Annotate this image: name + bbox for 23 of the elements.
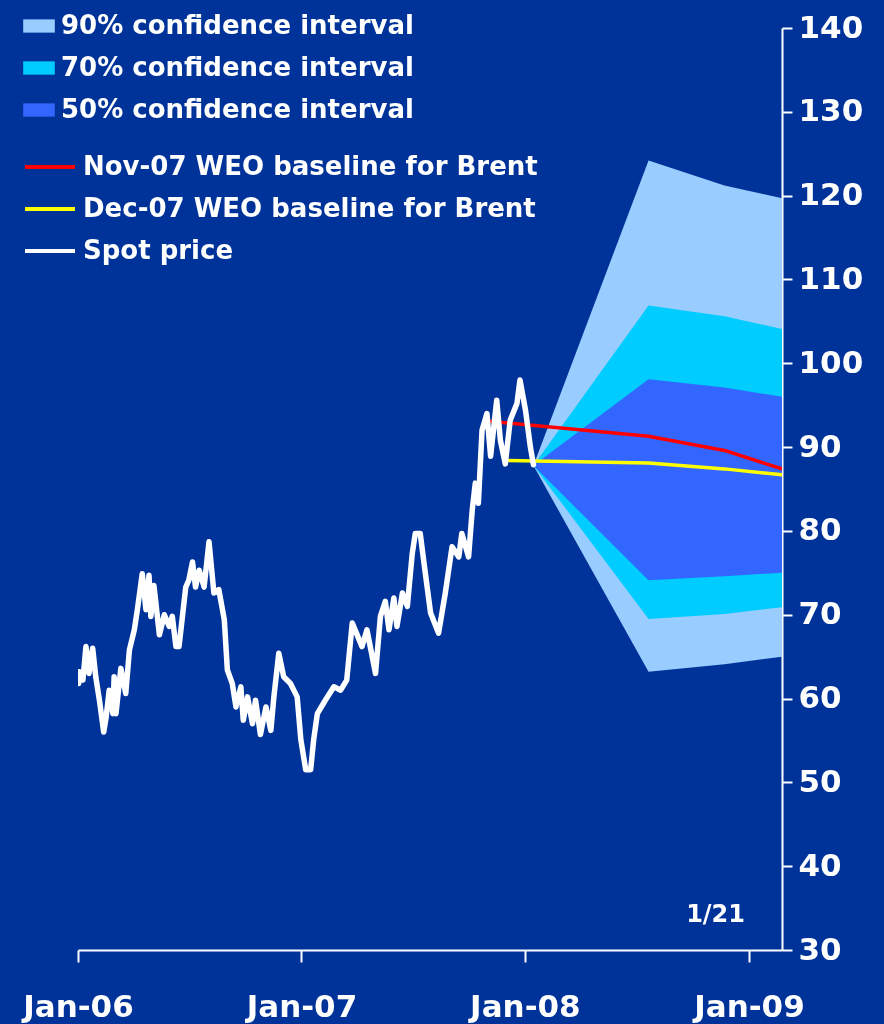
y-tick-label: 140 [798, 8, 864, 45]
y-tick-label: 70 [798, 595, 842, 632]
y-tick-label: 40 [798, 846, 842, 883]
legend-label: Spot price [83, 234, 234, 265]
x-tick-label: Jan-07 [244, 987, 358, 1024]
y-tick-label: 90 [798, 427, 842, 464]
x-tick-label: Jan-09 [692, 987, 805, 1024]
y-tick-label: 80 [798, 511, 842, 548]
y-tick-label: 30 [798, 930, 842, 967]
legend-label: 90% confidence interval [61, 10, 414, 40]
y-tick-label: 100 [798, 343, 864, 380]
legend-label: 50% confidence interval [61, 94, 414, 124]
x-tick-label: Jan-06 [21, 987, 134, 1024]
x-tick-label: Jan-08 [468, 987, 581, 1024]
y-tick-label: 130 [798, 92, 864, 129]
y-tick-label: 120 [798, 176, 864, 213]
y-tick-label: 110 [798, 259, 864, 296]
y-tick-label: 60 [798, 679, 842, 716]
annotation: 1/21 [686, 900, 745, 928]
legend-label: Dec-07 WEO baseline for Brent [83, 192, 536, 223]
legend-label: Nov-07 WEO baseline for Brent [83, 150, 538, 181]
y-tick-label: 50 [798, 762, 842, 799]
legend-label: 70% confidence interval [61, 52, 414, 82]
